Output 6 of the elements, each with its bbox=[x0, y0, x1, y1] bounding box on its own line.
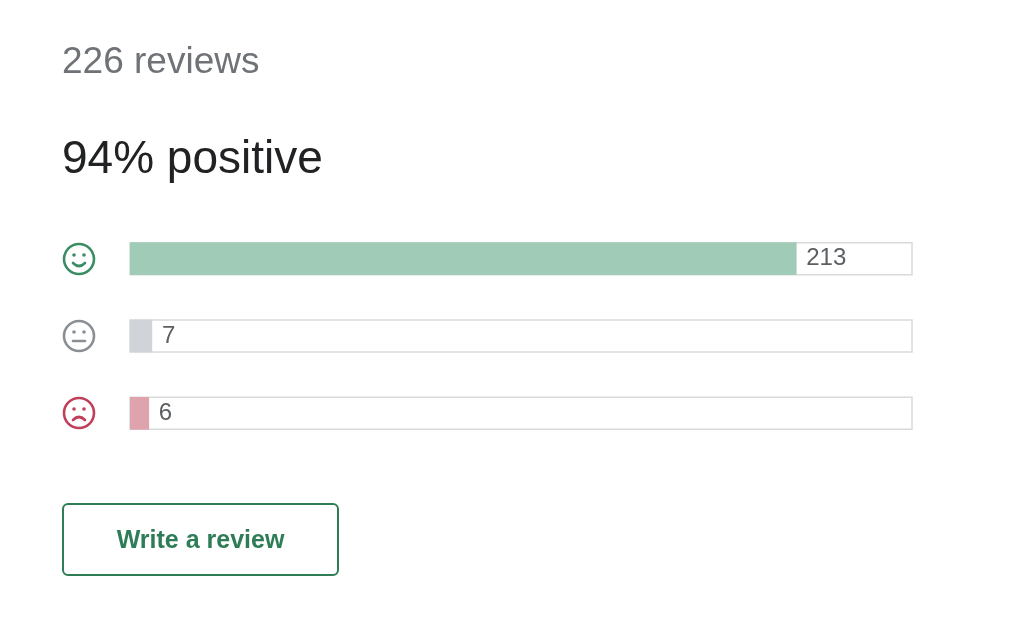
chart-subtitle: 94% positive bbox=[62, 130, 323, 184]
data-label: 7 bbox=[161, 320, 176, 348]
data-label: 213 bbox=[806, 243, 847, 271]
text: Write a review bbox=[62, 503, 339, 576]
chart-title: 226 reviews bbox=[62, 40, 260, 82]
data-label: 6 bbox=[158, 397, 173, 425]
